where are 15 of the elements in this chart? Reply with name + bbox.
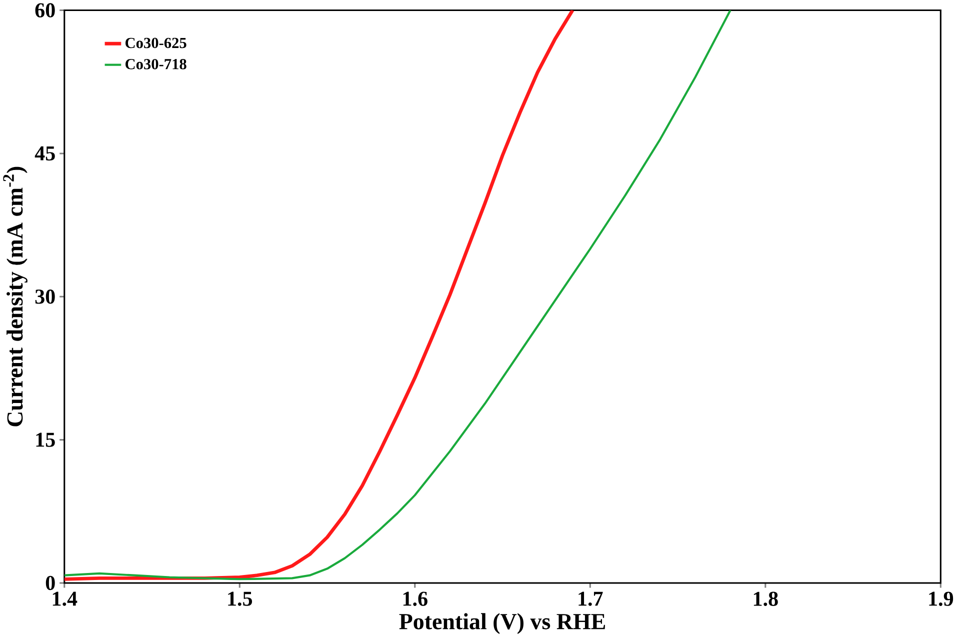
x-tick-label: 1.6 xyxy=(403,592,428,606)
y-tick-label: 15 xyxy=(36,432,55,447)
x-tick-label: 1.8 xyxy=(754,592,778,606)
x-tick-label: 1.4 xyxy=(52,592,78,606)
y-tick-label: 30 xyxy=(35,289,55,304)
y-tick-label: 0 xyxy=(46,576,55,590)
legend-label: Co30-625 xyxy=(126,38,186,48)
y-tick-label: 60 xyxy=(35,3,55,18)
x-tick-label: 1.9 xyxy=(929,592,954,606)
x-tick-label: 1.7 xyxy=(578,592,603,606)
y-axis-title: Current density (mA cm$^{-2}$) xyxy=(3,166,28,426)
x-tick-label: 1.5 xyxy=(228,592,252,606)
y-tick-label: 45 xyxy=(34,146,55,160)
legend-label: Co30-718 xyxy=(126,58,186,70)
x-axis-title: Potential (V) vs RHE xyxy=(399,613,605,634)
